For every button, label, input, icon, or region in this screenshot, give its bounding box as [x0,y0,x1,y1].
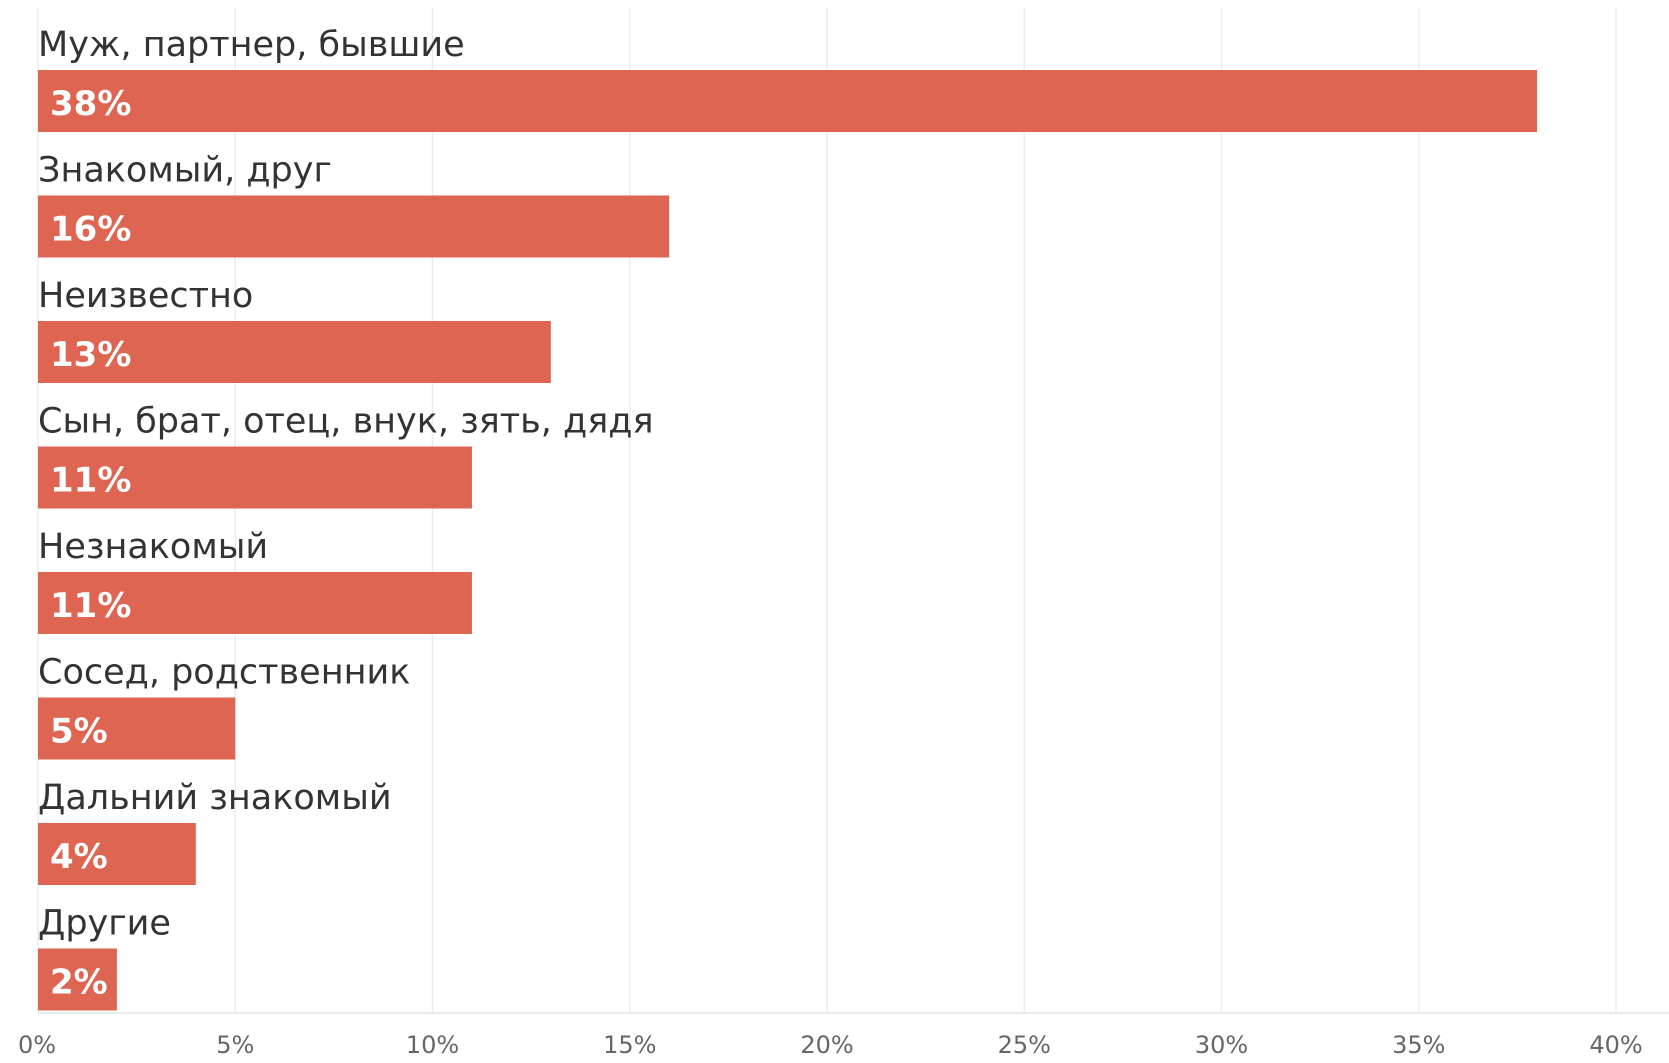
bar [38,195,670,258]
category-label: Неизвестно [38,276,253,316]
bar-row: Незнакомый 11% [38,527,472,634]
bar-value-label: 13% [50,335,131,375]
bar [38,321,551,383]
bar-value-label: 2% [50,963,108,1003]
bar-value-label: 11% [50,461,131,501]
bar [38,697,236,760]
bar-value-label: 16% [50,210,131,250]
x-tick-label: 5% [216,1031,254,1059]
bar [38,446,472,509]
x-tick-label: 40% [1589,1031,1642,1059]
category-label: Дальний знакомый [38,778,392,818]
category-label: Сын, брат, отец, внук, зять, дядя [38,402,654,442]
x-axis: 0% 5% 10% 15% 20% 25% 30% 35% 40% [18,1031,1643,1059]
bar [38,948,117,1011]
category-label: Сосед, родственник [38,653,410,693]
x-tick-label: 25% [998,1031,1051,1059]
bar-value-label: 5% [50,712,108,752]
bar-row: Сын, брат, отец, внук, зять, дядя 11% [38,402,654,509]
grid-lines [37,8,1669,1014]
bar-row: Дальний знакомый 4% [38,778,392,885]
x-tick-label: 10% [406,1031,459,1059]
category-label: Знакомый, друг [38,151,332,191]
bar-row: Другие 2% [38,904,171,1011]
category-label: Муж, партнер, бывшие [38,25,465,65]
x-tick-label: 0% [18,1031,56,1059]
x-tick-label: 35% [1392,1031,1445,1059]
category-label: Другие [38,904,171,944]
bar-value-label: 4% [50,837,108,877]
x-tick-label: 15% [603,1031,656,1059]
category-label: Незнакомый [38,527,268,567]
bar-row: Сосед, родственник 5% [38,653,410,760]
bar [38,823,196,885]
bar [38,572,472,634]
x-tick-label: 30% [1195,1031,1248,1059]
bars-group: Муж, партнер, бывшие 38% Знакомый, друг 16%… [38,25,1538,1011]
bar-row: Муж, партнер, бывшие 38% [38,25,1538,132]
bar [38,70,1538,132]
bar-value-label: 11% [50,586,131,626]
x-tick-label: 20% [800,1031,853,1059]
bar-value-label: 38% [50,84,131,124]
bar-row: Знакомый, друг 16% [38,151,670,258]
bar-row: Неизвестно 13% [38,276,551,383]
